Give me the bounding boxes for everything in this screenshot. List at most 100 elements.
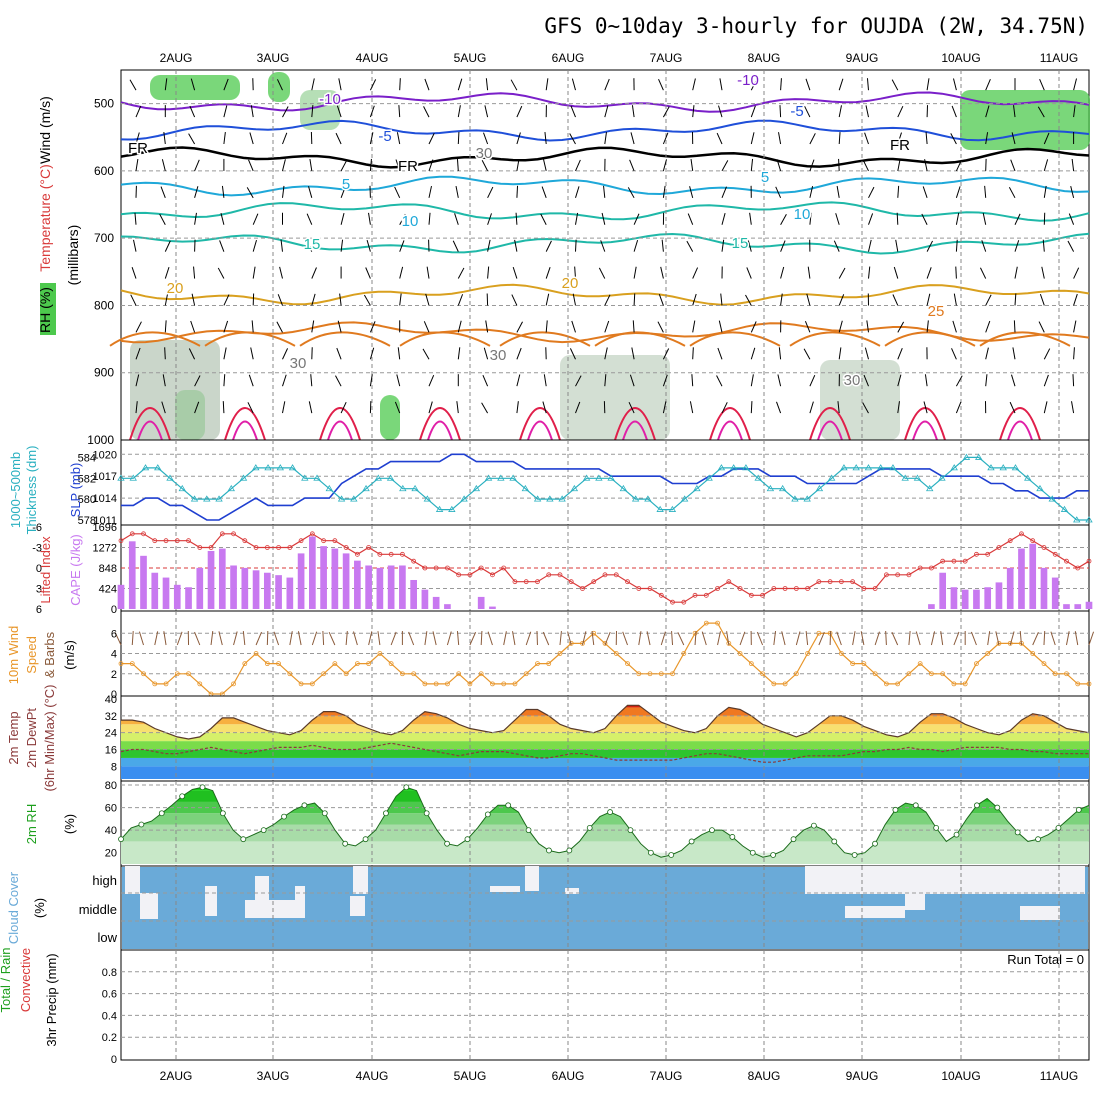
wind-barb-49 [223,347,227,360]
rh-blob-5 [300,90,340,130]
thickness-marker-26 [435,505,444,512]
surface-barb-60 [795,631,801,646]
cape-bar-22 [365,565,372,609]
thickness-marker-12 [264,464,272,471]
surface-barb-79 [1009,631,1015,646]
surface-barb-10 [233,631,238,646]
wind-barb-322 [838,347,842,360]
li-marker-74 [951,558,957,564]
wind-marker-56 [748,661,754,667]
wind-barb-357 [926,240,933,252]
thickness-marker-68 [950,464,958,471]
wind-barb-232 [629,374,635,387]
rh-marker-30 [423,810,430,817]
li-marker-83 [1052,551,1058,557]
wind-barb-48 [223,320,229,333]
cape-bar-86 [1085,601,1093,609]
li-marker-21 [354,551,360,557]
wind-barb-381 [984,185,987,198]
wind-barb-177 [511,294,518,306]
wind-barb-0 [129,79,137,91]
wind-barb-83 [306,213,313,225]
wind-marker-3 [152,681,158,687]
wind-marker-73 [940,671,946,677]
li-marker-82 [1041,545,1047,550]
temp-tick-32: 32 [105,711,117,723]
li-marker-60 [793,586,799,591]
rh-shading [130,72,1090,440]
wind-marker-54 [726,640,732,646]
wind-barb-385 [985,294,992,306]
thickness-marker-35 [546,495,554,502]
x-tick-bottom-8AUG: 8AUG [748,1069,781,1083]
contour-label-16: 30 [844,372,861,389]
ylabel-rh: RH (%) [37,287,53,333]
li-marker-11 [242,538,248,544]
li-marker-67 [872,586,878,591]
li-marker-53 [715,586,720,591]
wind-barb-62 [250,347,254,360]
wind-tick-0: 0 [111,689,117,701]
wind-barb-315 [838,158,840,171]
surface-loop-pink-2 [327,420,353,441]
wind-barb-240 [661,239,664,252]
thickness-marker-34 [533,495,542,502]
contour-label-2: FR [128,140,148,157]
wind-barb-378 [985,105,990,118]
li-marker-46 [636,586,642,591]
ylabel-wind10-2: Speed [24,636,39,674]
surface-barb-62 [818,631,825,646]
wind-barb-291 [780,213,787,225]
cape-bar-14 [275,575,282,609]
ylabel-wind10-1: 10m Wind [6,626,21,685]
thickness-marker-7 [203,495,211,502]
rh-blob-7 [560,355,670,440]
thickness-marker-15 [301,474,309,481]
surface-loop-pink-3 [427,420,453,441]
wind-barb-180 [516,374,521,387]
wind-barb-329 [868,186,875,199]
y-axis-titles: Wind (m/s)Temperature (°C) RH (%) (milliba… [0,96,83,1046]
wind-barb-123 [399,240,405,252]
thickness-marker-66 [926,484,934,492]
wind-barb-128 [396,374,401,387]
wind-barb-65 [276,79,283,91]
wind-barb-278 [749,212,752,225]
wind-barb-34 [191,293,196,306]
wind-barb-102 [335,375,342,387]
rh-marker-86 [994,804,1001,811]
wind-barb-313 [838,105,842,118]
thickness-marker-48 [705,474,713,481]
wind-barb-35 [190,320,196,333]
cape-bar-79 [1006,567,1014,609]
wind-marker-16 [298,681,304,687]
surface-loop-pink-0 [137,420,163,441]
wind-marker-70 [906,671,912,677]
li-marker-62 [816,579,822,585]
wind-barb-244 [662,348,670,360]
surface-loop-red-6 [709,407,751,441]
cape-bar-32 [477,596,485,609]
wind-barb-157 [484,105,489,118]
li-marker-56 [748,592,754,598]
ylabel-temp2m-2: 2m DewPt [24,708,39,768]
wind-marker-71 [917,661,923,667]
thickness-marker-31 [497,474,505,481]
wind-barb-16 [161,159,166,172]
wind-marker-4 [163,681,169,687]
wind-barb-332 [868,266,871,279]
wind-barb-228 [633,266,637,279]
wind-barb-86 [311,293,316,306]
thickness-marker-36 [558,495,566,502]
cape-bar-5 [173,584,181,609]
surface-barb-19 [328,632,336,646]
wind-marker-82 [1041,661,1047,667]
wind-barb-115 [369,374,373,387]
wind-marker-78 [996,640,1002,646]
wind-marker-72 [929,671,934,677]
rh-marker-34 [464,836,471,843]
rh-marker-76 [892,806,899,813]
li-marker-79 [1007,538,1013,544]
thickness-marker-17 [325,484,334,492]
wind-barb-317 [835,213,840,225]
